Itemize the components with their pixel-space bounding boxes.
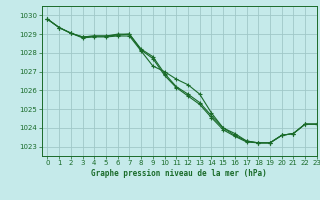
X-axis label: Graphe pression niveau de la mer (hPa): Graphe pression niveau de la mer (hPa) [91, 169, 267, 178]
